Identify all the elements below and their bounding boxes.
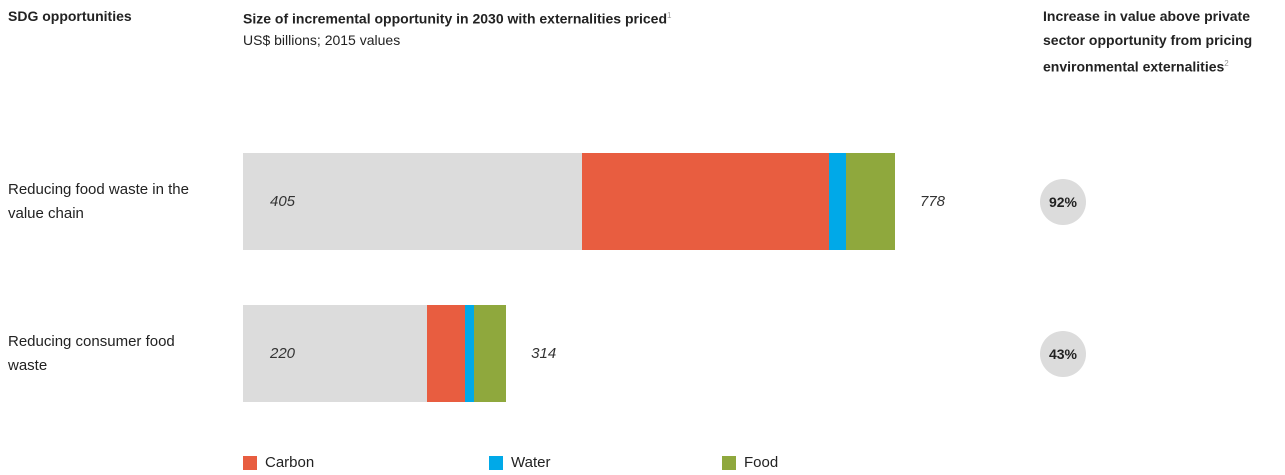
legend-swatch	[489, 456, 503, 470]
base-label: 220	[270, 344, 296, 362]
bar-segment	[465, 305, 475, 402]
bar-segment	[474, 305, 507, 402]
bar-segment	[828, 153, 847, 250]
right-header-text: Increase in value above private sector o…	[1043, 8, 1253, 75]
category-label: Reducing food waste in the value chain	[8, 180, 189, 222]
legend-label: Food	[744, 454, 779, 471]
base-bar	[243, 153, 583, 250]
right-header: Increase in value above private sector o…	[1043, 4, 1283, 79]
increase-badge: 92%	[1040, 178, 1086, 225]
bar-segment	[582, 153, 829, 250]
category-label: Reducing consumer food waste	[8, 332, 175, 374]
total-label: 778	[920, 192, 946, 210]
legend-label: Carbon	[265, 454, 315, 471]
footnote-marker: 1	[667, 11, 672, 20]
title-text: Size of incremental opportunity in 2030 …	[243, 10, 667, 27]
bar-segment	[427, 305, 466, 402]
increase-badge: 43%	[1040, 330, 1086, 377]
row-header: SDG opportunities	[8, 8, 132, 24]
base-bar	[243, 305, 428, 402]
base-label: 405	[270, 192, 296, 210]
legend-swatch	[243, 456, 257, 470]
legend-label: Water	[511, 454, 551, 471]
legend-swatch	[722, 456, 736, 470]
increase-label: 92%	[1048, 193, 1078, 210]
increase-label: 43%	[1048, 345, 1078, 362]
chart-subtitle: US$ billions; 2015 values	[243, 32, 401, 48]
chart-title: Size of incremental opportunity in 2030 …	[243, 4, 671, 31]
total-label: 314	[531, 344, 557, 362]
footnote-marker: 2	[1224, 59, 1229, 68]
bar-segment	[846, 153, 895, 250]
